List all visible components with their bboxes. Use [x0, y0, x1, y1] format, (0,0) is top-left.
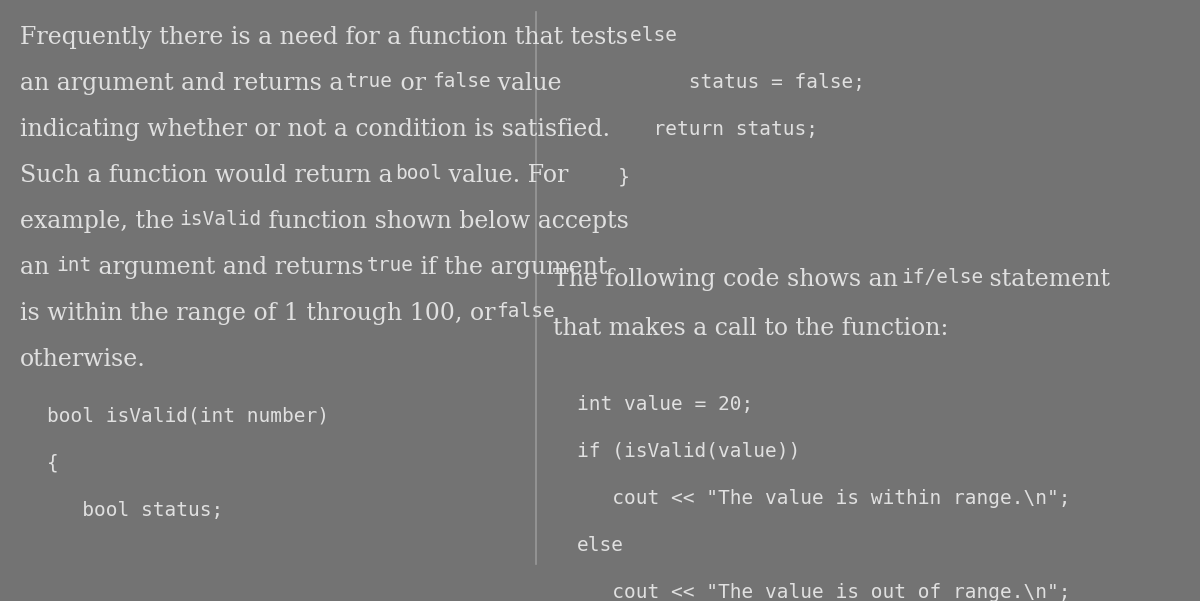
Text: if (isValid(value)): if (isValid(value)) — [577, 442, 800, 461]
Text: Frequently there is a need for a function that tests: Frequently there is a need for a functio… — [20, 26, 629, 49]
Text: otherwise.: otherwise. — [20, 349, 146, 371]
Text: or: or — [392, 72, 433, 95]
Text: that makes a call to the function:: that makes a call to the function: — [553, 317, 949, 340]
Text: if the argument: if the argument — [414, 256, 608, 279]
Text: statement: statement — [982, 268, 1110, 291]
Text: bool isValid(int number): bool isValid(int number) — [47, 406, 329, 425]
Text: int value = 20;: int value = 20; — [577, 394, 754, 413]
Text: isValid: isValid — [180, 210, 262, 229]
Text: cout << "The value is within range.\n";: cout << "The value is within range.\n"; — [577, 489, 1070, 508]
Text: bool status;: bool status; — [47, 501, 223, 519]
Text: {: { — [47, 453, 59, 472]
Text: value: value — [491, 72, 562, 95]
Text: status = false;: status = false; — [583, 73, 865, 92]
Text: true: true — [367, 256, 414, 275]
Text: }: } — [583, 168, 630, 187]
Text: function shown below accepts: function shown below accepts — [260, 210, 629, 233]
Text: an: an — [20, 256, 56, 279]
Text: false: false — [496, 302, 554, 322]
Text: cout << "The value is out of range.\n";: cout << "The value is out of range.\n"; — [577, 584, 1070, 601]
Text: int: int — [56, 256, 91, 275]
Text: true: true — [346, 72, 394, 91]
Text: else: else — [577, 536, 624, 555]
Text: is within the range of 1 through 100, or: is within the range of 1 through 100, or — [20, 302, 503, 325]
Text: bool: bool — [395, 164, 442, 183]
Text: else: else — [583, 26, 677, 45]
Text: return status;: return status; — [583, 120, 818, 139]
Text: Such a function would return a: Such a function would return a — [20, 164, 401, 187]
Text: example, the: example, the — [20, 210, 182, 233]
Text: if/else: if/else — [901, 268, 983, 287]
Text: value. For: value. For — [442, 164, 569, 187]
Text: false: false — [432, 72, 491, 91]
Text: an argument and returns a: an argument and returns a — [20, 72, 350, 95]
Text: argument and returns: argument and returns — [91, 256, 371, 279]
Text: The following code shows an: The following code shows an — [553, 268, 906, 291]
Text: indicating whether or not a condition is satisfied.: indicating whether or not a condition is… — [20, 118, 611, 141]
